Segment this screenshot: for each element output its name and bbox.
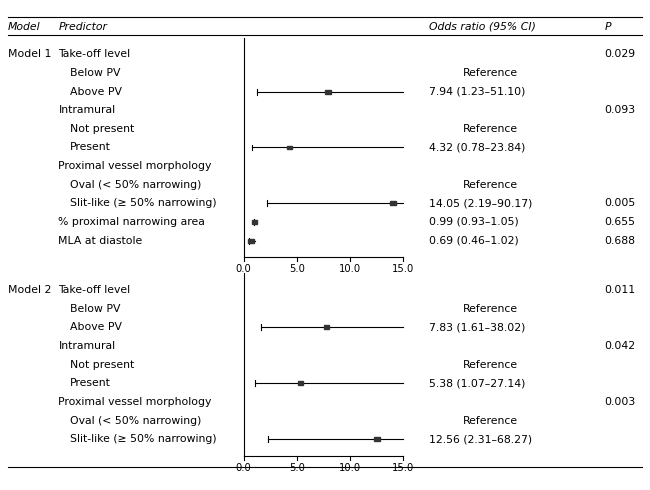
Text: 0.003: 0.003 [604,397,636,407]
Text: 5.38 (1.07–27.14): 5.38 (1.07–27.14) [429,378,525,388]
Text: 4.32 (0.78–23.84): 4.32 (0.78–23.84) [429,143,525,152]
Text: Take-off level: Take-off level [58,49,131,59]
Text: Model 1: Model 1 [8,49,51,59]
Text: Model 2: Model 2 [8,285,51,295]
Text: 0.0: 0.0 [236,463,252,473]
Text: 7.83 (1.61–38.02): 7.83 (1.61–38.02) [429,322,525,332]
Text: Reference: Reference [463,416,518,425]
Text: 0.69 (0.46–1.02): 0.69 (0.46–1.02) [429,236,519,245]
Text: P: P [604,22,611,32]
Text: 0.99 (0.93–1.05): 0.99 (0.93–1.05) [429,217,519,227]
Text: MLA at diastole: MLA at diastole [58,236,143,245]
FancyBboxPatch shape [252,220,257,224]
FancyBboxPatch shape [326,90,331,94]
Text: 5.0: 5.0 [289,463,305,473]
FancyBboxPatch shape [390,201,395,205]
Text: Reference: Reference [463,180,518,190]
Text: 0.029: 0.029 [604,49,636,59]
Text: Reference: Reference [463,360,518,369]
Text: 0.655: 0.655 [604,217,636,227]
Text: Above PV: Above PV [70,87,122,97]
Text: Slit-like (≥ 50% narrowing): Slit-like (≥ 50% narrowing) [70,198,217,208]
Text: 0.011: 0.011 [604,285,636,295]
Text: Oval (< 50% narrowing): Oval (< 50% narrowing) [70,180,202,190]
Text: 14.05 (2.19–90.17): 14.05 (2.19–90.17) [429,198,532,208]
Text: Proximal vessel morphology: Proximal vessel morphology [58,161,212,171]
Text: Reference: Reference [463,124,518,134]
Text: 5.0: 5.0 [289,264,305,274]
FancyBboxPatch shape [287,146,292,149]
Text: Predictor: Predictor [58,22,107,32]
Text: 0.005: 0.005 [604,198,636,208]
Text: Present: Present [70,143,111,152]
Text: 10.0: 10.0 [339,463,361,473]
Text: Take-off level: Take-off level [58,285,131,295]
Text: Not present: Not present [70,360,135,369]
Text: 7.94 (1.23–51.10): 7.94 (1.23–51.10) [429,87,525,97]
Text: Odds ratio (95% CI): Odds ratio (95% CI) [429,22,536,32]
Text: 0.0: 0.0 [236,264,252,274]
Text: 15.0: 15.0 [392,463,414,473]
Text: Above PV: Above PV [70,322,122,332]
Text: Oval (< 50% narrowing): Oval (< 50% narrowing) [70,416,202,425]
Text: 15.0: 15.0 [392,264,414,274]
FancyBboxPatch shape [374,437,380,441]
Text: Proximal vessel morphology: Proximal vessel morphology [58,397,212,407]
Text: Reference: Reference [463,68,518,78]
Text: 12.56 (2.31–68.27): 12.56 (2.31–68.27) [429,434,532,444]
Text: 0.042: 0.042 [604,341,636,351]
Text: Below PV: Below PV [70,68,121,78]
Text: % proximal narrowing area: % proximal narrowing area [58,217,205,227]
Text: Intramural: Intramural [58,341,116,351]
Text: Intramural: Intramural [58,105,116,115]
Text: 0.688: 0.688 [604,236,636,245]
FancyBboxPatch shape [298,381,304,385]
Text: Below PV: Below PV [70,304,121,314]
Text: Present: Present [70,378,111,388]
FancyBboxPatch shape [248,239,254,243]
Text: 0.093: 0.093 [604,105,636,115]
FancyBboxPatch shape [324,325,330,329]
Text: Reference: Reference [463,304,518,314]
Text: 10.0: 10.0 [339,264,361,274]
Text: Not present: Not present [70,124,135,134]
Text: Slit-like (≥ 50% narrowing): Slit-like (≥ 50% narrowing) [70,434,217,444]
Text: Model: Model [8,22,40,32]
